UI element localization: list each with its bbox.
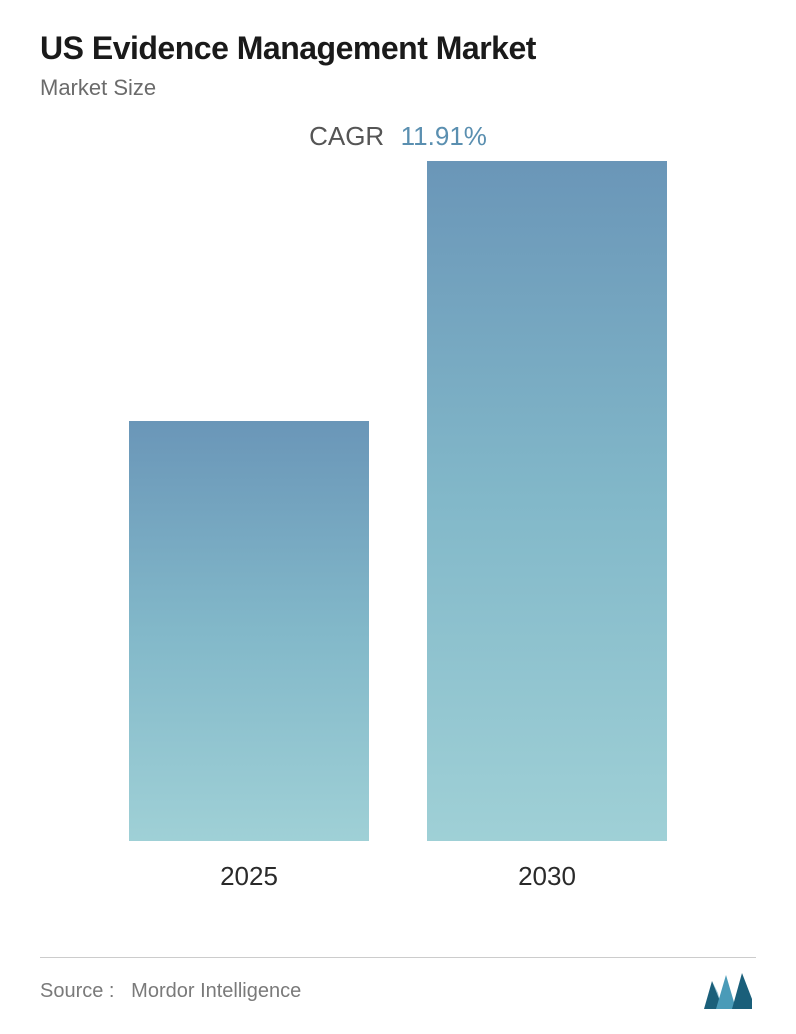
bar-group-2030: 2030	[427, 161, 667, 892]
chart-title: US Evidence Management Market	[40, 30, 756, 67]
source-text: Source : Mordor Intelligence	[40, 980, 301, 1003]
chart-footer: Source : Mordor Intelligence	[40, 957, 756, 1009]
chart-subtitle: Market Size	[40, 75, 756, 101]
bar-2025	[129, 421, 369, 841]
cagr-row: CAGR 11.91%	[40, 121, 756, 152]
bar-2030	[427, 161, 667, 841]
bar-group-2025: 2025	[129, 421, 369, 892]
source-name: Mordor Intelligence	[131, 980, 301, 1002]
mordor-logo-icon	[704, 973, 756, 1009]
bar-chart: 2025 2030	[40, 192, 756, 892]
bar-label-2025: 2025	[220, 861, 278, 892]
source-label: Source :	[40, 980, 114, 1002]
bar-label-2030: 2030	[518, 861, 576, 892]
cagr-label: CAGR	[309, 121, 384, 152]
cagr-value: 11.91%	[401, 121, 487, 152]
